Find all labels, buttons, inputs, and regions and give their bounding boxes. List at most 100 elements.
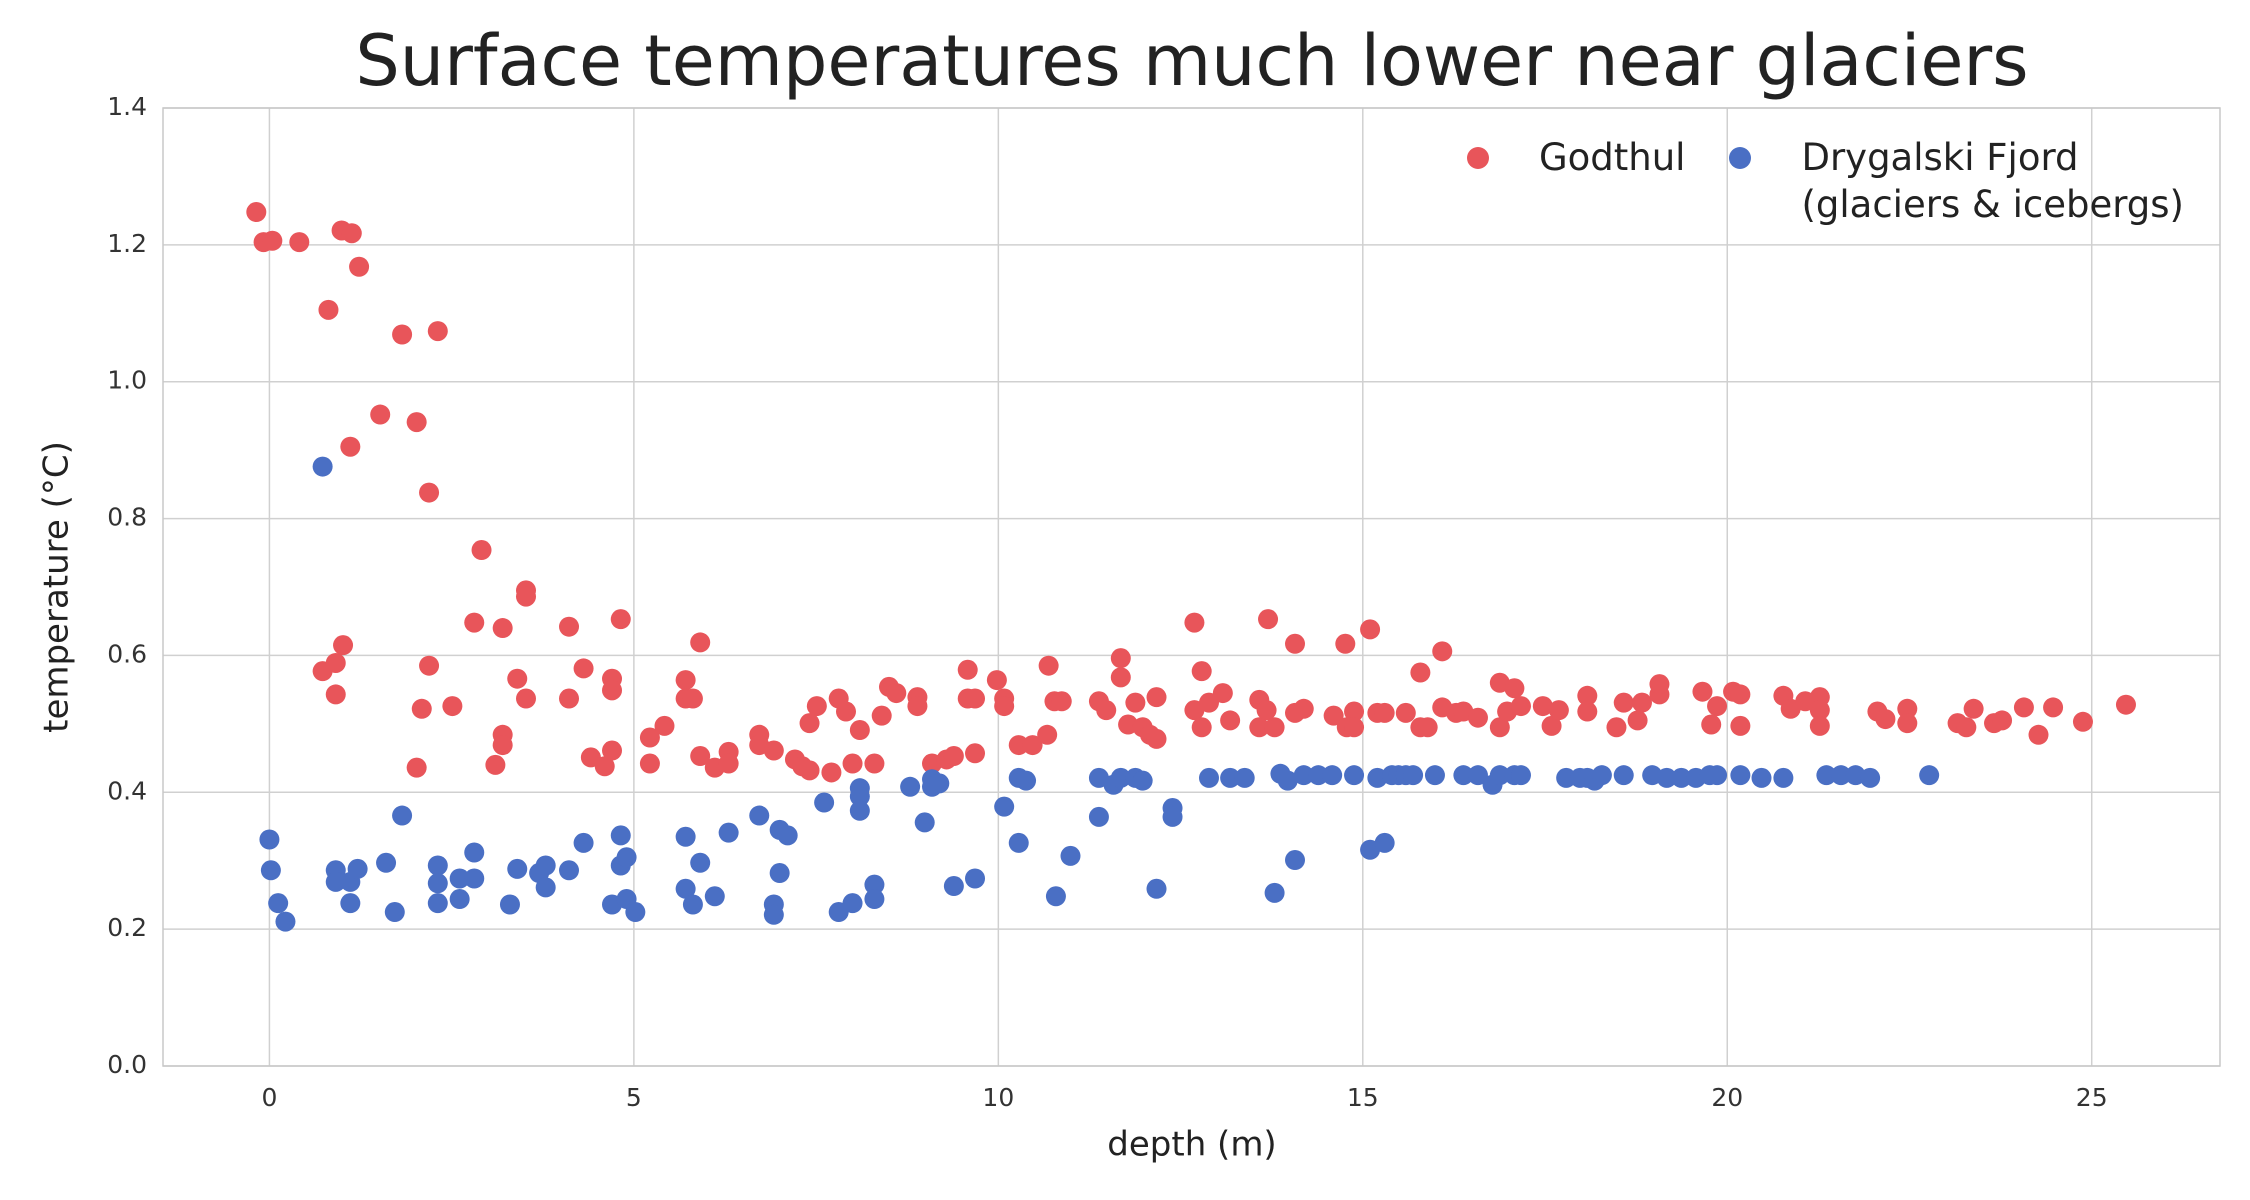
y-axis-label: temperature (°C) [37,441,77,733]
point [535,877,556,898]
point [325,871,346,892]
point [1809,715,1830,736]
point [1162,806,1183,827]
point [262,230,283,251]
point [682,688,703,709]
point [260,860,281,881]
point [1344,765,1365,786]
point [602,680,623,701]
point [957,659,978,680]
point [994,696,1015,717]
point [1038,655,1059,676]
point [1816,765,1837,786]
point [1285,633,1306,654]
point [1374,832,1395,853]
point [1249,717,1270,738]
point [1410,662,1431,683]
point [1110,667,1131,688]
point [419,655,440,676]
point [986,670,1007,691]
point [763,904,784,925]
point [682,894,703,915]
series [246,202,2136,783]
point [1897,698,1918,719]
point [835,701,856,722]
point [943,746,964,767]
y-tick-label: 1.0 [107,366,147,395]
point [1541,715,1562,736]
point [1374,702,1395,723]
point [965,688,986,709]
point [2013,697,2034,718]
legend-label: Godthul [1538,136,1686,179]
point [289,232,310,253]
point [1403,765,1424,786]
point [1556,767,1577,788]
point [1613,765,1634,786]
point [1773,767,1794,788]
point [842,893,863,914]
point [1008,735,1029,756]
point [1220,767,1241,788]
point [1963,698,1984,719]
point [610,825,631,846]
point [347,858,368,879]
point [1308,765,1329,786]
point [492,735,513,756]
point [777,825,798,846]
point [559,860,580,881]
point [965,868,986,889]
point [1860,767,1881,788]
point [675,670,696,691]
point [1577,701,1598,722]
point [1489,765,1510,786]
point [1008,832,1029,853]
point [1256,700,1277,721]
point [1830,765,1851,786]
point [1146,687,1167,708]
point [1293,698,1314,719]
point [427,873,448,894]
point [654,715,675,736]
point [1504,678,1525,699]
series [259,456,1940,932]
point [559,616,580,637]
point [1088,806,1109,827]
point [1110,767,1131,788]
point [2115,694,2136,715]
point [1323,705,1344,726]
point [690,632,711,653]
point [2043,697,2064,718]
point [1510,765,1531,786]
point [1875,709,1896,730]
point [1051,691,1072,712]
point [376,852,397,873]
point [464,612,485,633]
point [1649,674,1670,695]
point [610,609,631,630]
point [821,762,842,783]
point [965,743,986,764]
point [1220,710,1241,731]
point [639,727,660,748]
y-tick-label: 0.0 [107,1050,147,1079]
point [464,868,485,889]
point [449,868,470,889]
point [1264,717,1285,738]
point [616,847,637,868]
point [499,894,520,915]
point [419,482,440,503]
point [427,321,448,342]
point [1897,713,1918,734]
point [1132,770,1153,791]
point [1751,767,1772,788]
point [464,842,485,863]
x-tick-label: 10 [982,1083,1014,1112]
point [427,893,448,914]
point [900,776,921,797]
point [1809,700,1830,721]
point [718,822,739,843]
point [325,652,346,673]
point [573,832,594,853]
